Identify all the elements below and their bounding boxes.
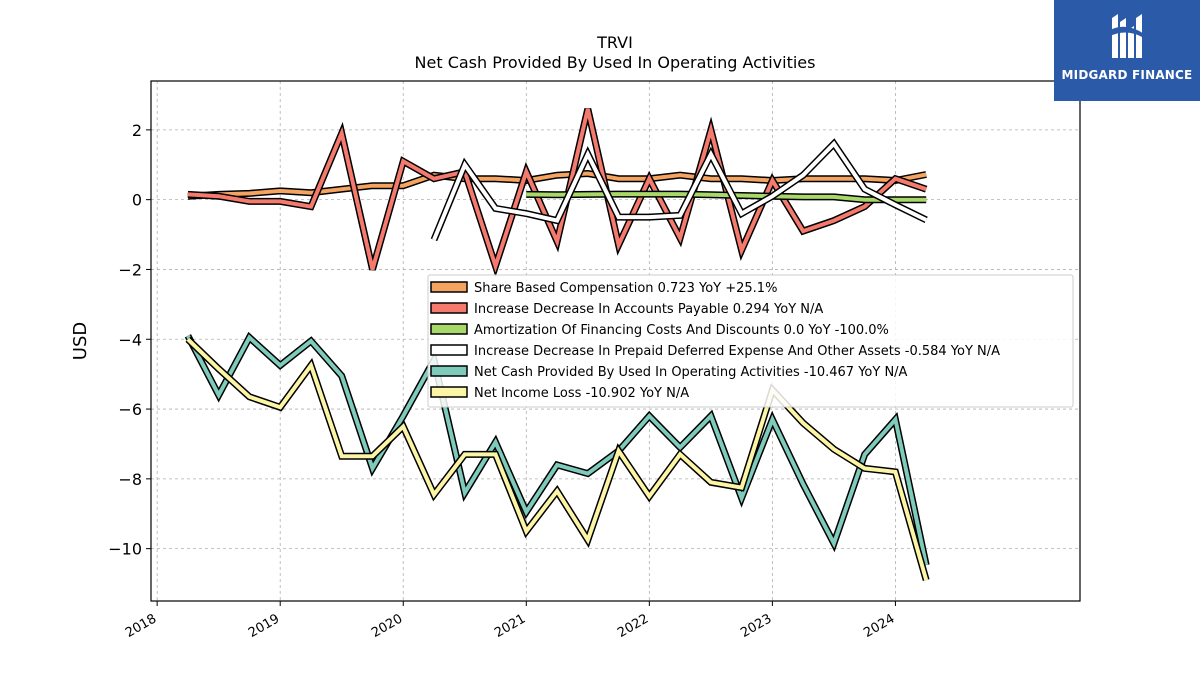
- legend-entry-label: Net Cash Provided By Used In Operating A…: [474, 365, 908, 380]
- y-axis-label: USD: [70, 322, 91, 360]
- y-tick-label: −6: [118, 400, 142, 419]
- y-tick-label: 2: [132, 121, 142, 140]
- logo-text: MIDGARD FINANCE: [1054, 68, 1200, 82]
- legend-swatch: [431, 324, 467, 334]
- legend-swatch: [431, 282, 467, 292]
- x-tick-label: 2020: [369, 611, 405, 641]
- chart-title: TRVI: [596, 33, 633, 52]
- x-tick-label: 2019: [246, 611, 282, 641]
- x-tick-label: 2024: [861, 611, 897, 641]
- legend-entry-label: Amortization Of Financing Costs And Disc…: [474, 323, 889, 338]
- x-tick-label: 2022: [615, 611, 651, 641]
- chart: TRVI Net Cash Provided By Used In Operat…: [0, 0, 1200, 675]
- x-tick-label: 2021: [492, 611, 528, 641]
- legend-entry-label: Share Based Compensation 0.723 YoY +25.1…: [474, 281, 777, 296]
- legend-swatch: [431, 345, 467, 355]
- y-tick-label: −2: [118, 260, 142, 279]
- logo-mark-icon: [1054, 0, 1200, 70]
- legend: Share Based Compensation 0.723 YoY +25.1…: [428, 275, 1073, 407]
- legend-entry-label: Increase Decrease In Accounts Payable 0.…: [474, 302, 823, 317]
- y-tick-label: −10: [108, 540, 142, 559]
- legend-swatch: [431, 303, 467, 313]
- x-tick-label: 2023: [738, 611, 774, 641]
- legend-swatch: [431, 366, 467, 376]
- legend-entry-label: Net Income Loss -10.902 YoY N/A: [474, 386, 689, 401]
- chart-subtitle: Net Cash Provided By Used In Operating A…: [415, 53, 816, 72]
- midgard-finance-logo: MIDGARD FINANCE: [1054, 0, 1200, 101]
- legend-entry-label: Increase Decrease In Prepaid Deferred Ex…: [474, 344, 1000, 359]
- y-tick-label: 0: [132, 191, 142, 210]
- y-tick-label: −8: [118, 470, 142, 489]
- y-tick-label: −4: [118, 330, 142, 349]
- legend-swatch: [431, 387, 467, 397]
- x-tick-label: 2018: [123, 611, 159, 641]
